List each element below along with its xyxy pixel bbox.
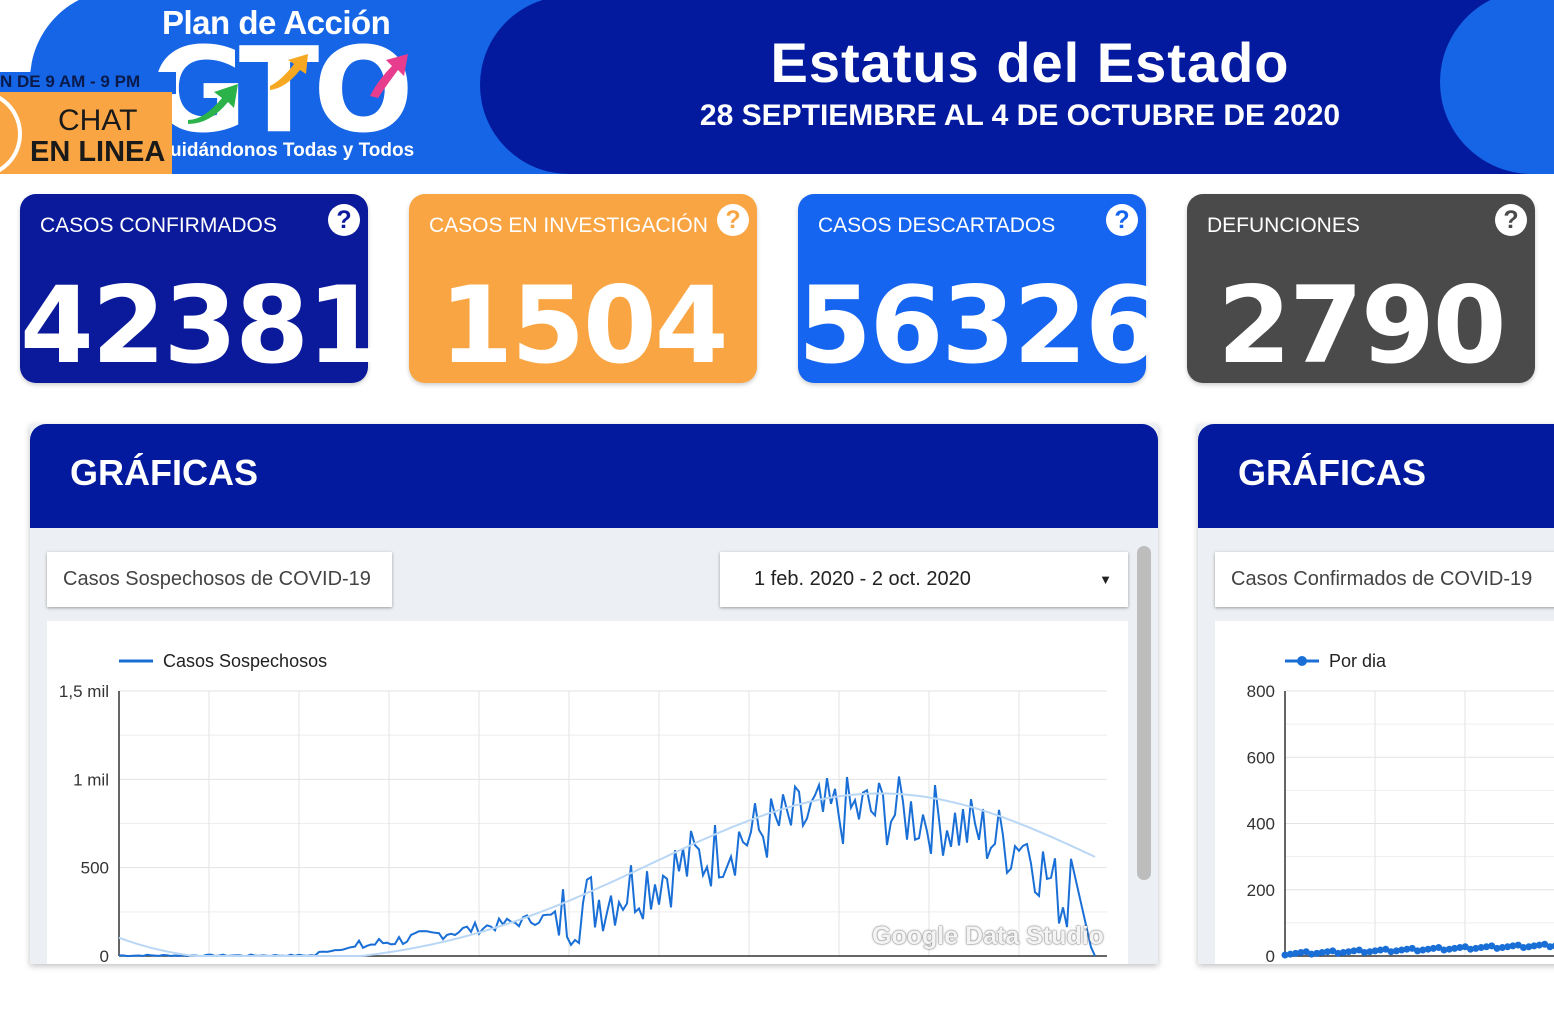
chart-card: 0 500 1 mil 1,5 mil Casos Sospechosos	[47, 621, 1128, 964]
chat-label-line2[interactable]: EN LINEA	[30, 136, 166, 168]
kpi-label: CASOS EN INVESTIGACIÓN	[429, 214, 708, 237]
y-tick-label: 400	[1247, 815, 1275, 834]
y-tick-label: 0	[100, 947, 109, 964]
legend-marker	[1297, 656, 1307, 666]
graficas-section-left: GRÁFICAS Casos Sospechosos de COVID-19 1…	[30, 424, 1158, 964]
legend-label: Por dia	[1329, 651, 1387, 671]
y-tick-label: 800	[1247, 682, 1275, 701]
series-point	[1281, 951, 1289, 959]
status-title: Estatus del Estado	[770, 31, 1290, 94]
kpi-card-descartados: CASOS DESCARTADOS ? 56326	[798, 194, 1159, 387]
chart-title-chip: Casos Confirmados de COVID-19	[1215, 552, 1554, 607]
green-arrow-icon	[188, 84, 238, 124]
confirmed-cases-chart: 0 200 400 600 800 Por dia	[1247, 651, 1554, 964]
chart-card: 0 200 400 600 800 Por dia	[1215, 621, 1554, 964]
vertical-scrollbar[interactable]	[1137, 546, 1151, 880]
kpi-value: 1504	[439, 264, 728, 387]
status-date-range: 28 SEPTIEMBRE AL 4 DE OCTUBRE DE 2020	[699, 99, 1341, 132]
trend-line	[118, 792, 1096, 957]
kpi-label: CASOS CONFIRMADOS	[40, 214, 277, 237]
help-icon[interactable]: ?	[328, 204, 360, 236]
date-range-label[interactable]: 1 feb. 2020 - 2 oct. 2020	[754, 568, 971, 590]
help-icon[interactable]: ?	[1106, 204, 1138, 236]
y-tick-label: 600	[1247, 748, 1275, 767]
kpi-value: 56326	[798, 264, 1159, 387]
status-panel	[480, 0, 1554, 174]
chat-label-line1[interactable]: CHAT	[58, 104, 138, 137]
section-header: GRÁFICAS	[1198, 424, 1554, 528]
yellow-arrow-icon	[270, 54, 308, 90]
y-tick-label: 1 mil	[73, 770, 109, 789]
dropdown-caret-icon[interactable]: ▼	[1099, 572, 1112, 587]
slogan: uidándonos Todas y Todos	[170, 140, 415, 161]
chat-online-button[interactable]	[0, 92, 172, 174]
graficas-section-right: GRÁFICAS Casos Confirmados de COVID-19 0…	[1198, 424, 1554, 964]
data-studio-watermark: Google Data Studio	[872, 922, 1104, 950]
chart-title-chip: Casos Sospechosos de COVID-19	[47, 552, 392, 607]
section-title: GRÁFICAS	[70, 452, 258, 493]
suspected-cases-chart: 0 500 1 mil 1,5 mil Casos Sospechosos	[59, 651, 1107, 964]
pink-arrow-icon	[370, 54, 408, 98]
plan-title: Plan de Acción	[162, 4, 391, 41]
kpi-value: 2790	[1217, 264, 1506, 387]
section-header: GRÁFICAS	[30, 424, 1158, 528]
y-tick-label: 0	[1266, 947, 1275, 964]
date-range-selector[interactable]: 1 feb. 2020 - 2 oct. 2020 ▼	[720, 552, 1128, 607]
kpi-card-defunciones: DEFUNCIONES ? 2790	[1187, 194, 1535, 387]
section-title: GRÁFICAS	[1238, 452, 1426, 493]
legend-label: Casos Sospechosos	[163, 651, 327, 671]
y-tick-label: 200	[1247, 881, 1275, 900]
kpi-card-investigacion: CASOS EN INVESTIGACIÓN ? 1504	[409, 194, 757, 387]
gto-logo-word: GTO	[150, 21, 414, 159]
help-icon[interactable]: ?	[1495, 204, 1527, 236]
kpi-label: CASOS DESCARTADOS	[818, 214, 1056, 237]
header-banner: Plan de Acción GTO uidándonos Todas y To…	[0, 0, 1554, 174]
y-tick-label: 500	[81, 859, 109, 878]
kpi-label: DEFUNCIONES	[1207, 214, 1360, 237]
help-icon[interactable]: ?	[717, 204, 749, 236]
kpi-card-confirmados: CASOS CONFIRMADOS ? 42381	[20, 194, 381, 387]
y-tick-label: 1,5 mil	[59, 682, 109, 701]
series-line-por-dia	[1284, 943, 1554, 956]
kpi-value: 42381	[20, 264, 381, 387]
chat-hours: N DE 9 AM - 9 PM	[0, 72, 176, 94]
